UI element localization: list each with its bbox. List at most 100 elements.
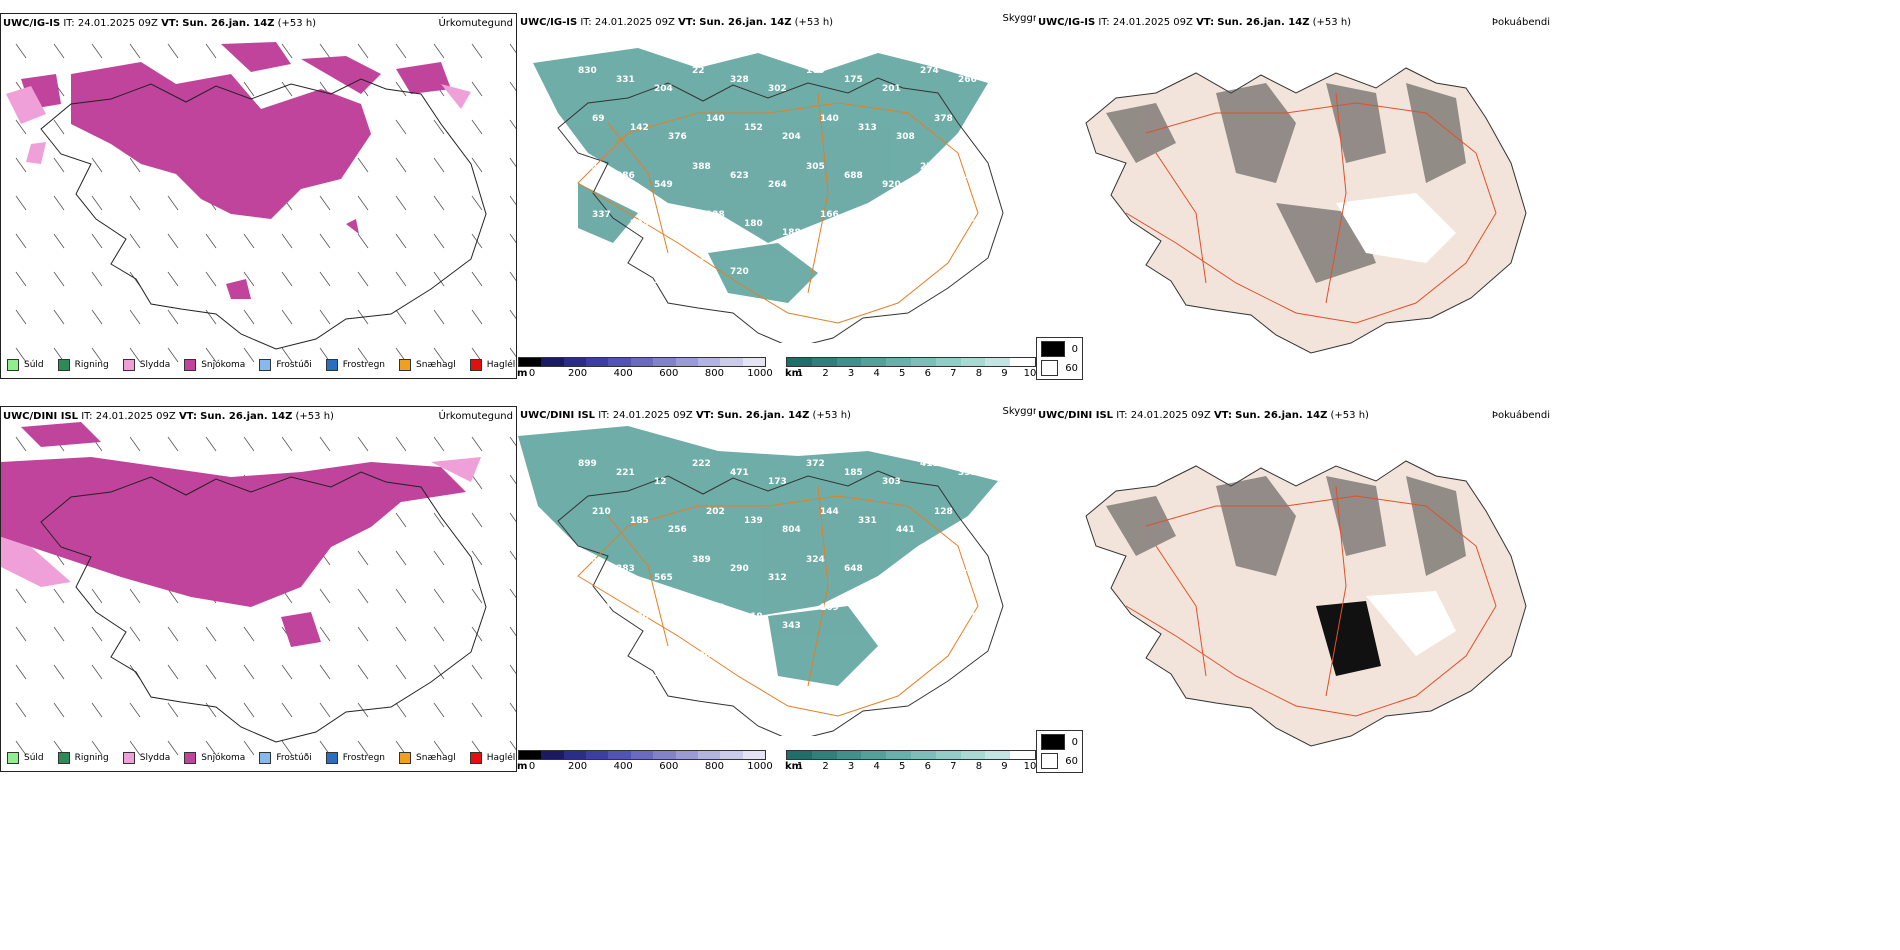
cloudbase-bar <box>518 750 766 760</box>
colorbar-segment <box>675 751 698 759</box>
iceland-coast <box>40 471 487 743</box>
colorbar-segment <box>563 751 587 759</box>
wind-barb <box>167 702 179 718</box>
wind-barb <box>91 588 103 604</box>
wind-barb <box>281 81 293 97</box>
cloudbase-value: 331 <box>616 75 635 85</box>
wind-barb <box>471 157 483 173</box>
wind-barb <box>15 271 27 287</box>
fog-panel-1: UWC/IG-IS IT: 24.01.2025 09Z VT: Sun. 26… <box>1036 13 1560 380</box>
cloudbase-value: 830 <box>578 66 597 76</box>
cloudbase-value: 376 <box>668 132 687 142</box>
colorbar-segment <box>836 358 862 366</box>
cloudbase-value: 324 <box>806 555 825 565</box>
wind-barb <box>281 664 293 680</box>
colorbar-segment <box>910 358 936 366</box>
cloudbase-value: 188 <box>782 228 801 238</box>
wind-barb <box>433 347 445 363</box>
cloudbase-value: 390 <box>578 162 597 172</box>
cloudbase-value: 313 <box>858 123 877 133</box>
colorbar-tick: 400 <box>613 368 633 379</box>
cloudbase-value: 140 <box>820 114 839 124</box>
cloudbase-value: 69 <box>592 114 605 124</box>
wind-barb <box>15 309 27 325</box>
cloudbase-value: 210 <box>592 507 611 517</box>
wind-barb <box>91 233 103 249</box>
wind-barb <box>509 588 516 599</box>
wind-barb <box>281 43 293 59</box>
wind-barb <box>357 347 369 363</box>
wind-barb <box>395 702 407 718</box>
cloudbase-value: 343 <box>782 621 801 631</box>
wind-barb <box>471 702 483 718</box>
wind-barb <box>471 271 483 287</box>
colorbar-segment <box>886 751 911 759</box>
colorbar-tick: 7 <box>950 761 957 772</box>
panel-title: UWC/IG-IS IT: 24.01.2025 09Z VT: Sun. 26… <box>3 18 317 29</box>
colorbar-segment <box>541 751 564 759</box>
wind-barb <box>53 664 65 680</box>
cloudbase-value: 471 <box>730 468 749 478</box>
colorbar-segment <box>1010 358 1035 366</box>
cloudbase-value: 34 <box>654 276 667 286</box>
cloudbase-value: 328 <box>730 75 749 85</box>
colorbar-segment <box>960 751 986 759</box>
roads <box>1125 92 1497 324</box>
colorbar-tick: 7 <box>950 368 957 379</box>
wind-barb <box>433 588 445 604</box>
wind-barb <box>471 512 483 528</box>
wind-barb <box>205 664 217 680</box>
wind-barb <box>357 550 369 566</box>
wind-barb <box>167 309 179 325</box>
wind-barb <box>433 512 445 528</box>
wind-barb <box>357 195 369 211</box>
cloudbase-unit: m <box>517 368 528 379</box>
roads <box>1125 485 1497 717</box>
cloudbase-value: 333 <box>706 603 725 613</box>
cloudbase-value: 201 <box>882 573 901 583</box>
cloudbase-value: 648 <box>844 564 863 574</box>
fog-legend-row: 0 <box>1041 734 1078 750</box>
colorbar-tick: 9 <box>1001 761 1008 772</box>
fog-legend: 0 60 <box>1036 730 1083 773</box>
wind-barb <box>471 436 483 452</box>
precip-type-panel-1: UWC/IG-IS IT: 24.01.2025 09Z VT: Sun. 26… <box>0 13 517 379</box>
cloudbase-value: 137 <box>958 564 977 574</box>
wind-barb <box>91 157 103 173</box>
precip-legend: Súld Rigning Slydda Snjókoma Frostúði Fr… <box>7 752 515 764</box>
colorbar-tick: 4 <box>873 761 880 772</box>
visibility-title: Skyggni <box>1002 406 1042 417</box>
wind-barb <box>243 347 255 363</box>
wind-barb <box>91 626 103 642</box>
cloudbase-value: 169 <box>820 603 839 613</box>
legend-item: Slydda <box>122 752 170 764</box>
wind-barb <box>433 157 445 173</box>
sleet-areas <box>1 457 481 587</box>
wind-barb <box>509 474 516 485</box>
cloudbase-value: 389 <box>692 555 711 565</box>
cloudbase-value: 372 <box>806 459 825 469</box>
wind-barb <box>395 195 407 211</box>
colorbar-tick: 8 <box>975 368 983 379</box>
colorbar-segment <box>608 751 631 759</box>
wind-barb <box>471 474 483 490</box>
precip-map <box>1 422 516 756</box>
roads <box>577 92 979 324</box>
wind-barb <box>281 233 293 249</box>
legend-swatch <box>122 752 135 764</box>
colorbar-tick: 4 <box>873 368 880 379</box>
wind-barb <box>53 309 65 325</box>
colorbar-tick: 6 <box>924 368 931 379</box>
cloudbase-value: 378 <box>934 114 953 124</box>
wind-barb <box>15 702 27 718</box>
wind-barb <box>433 664 445 680</box>
wind-barb <box>509 271 516 282</box>
cloudbase-value: 505 <box>972 123 991 133</box>
cloudbase-value: 202 <box>706 507 725 517</box>
colorbar-segment <box>811 751 837 759</box>
wind-barb <box>129 157 141 173</box>
wind-barb <box>509 119 516 130</box>
cloudbase-colorbar: 0 200 400 600 800 1000 m <box>517 750 773 772</box>
legend-item: Súld <box>7 752 44 764</box>
wind-barb <box>357 157 369 173</box>
